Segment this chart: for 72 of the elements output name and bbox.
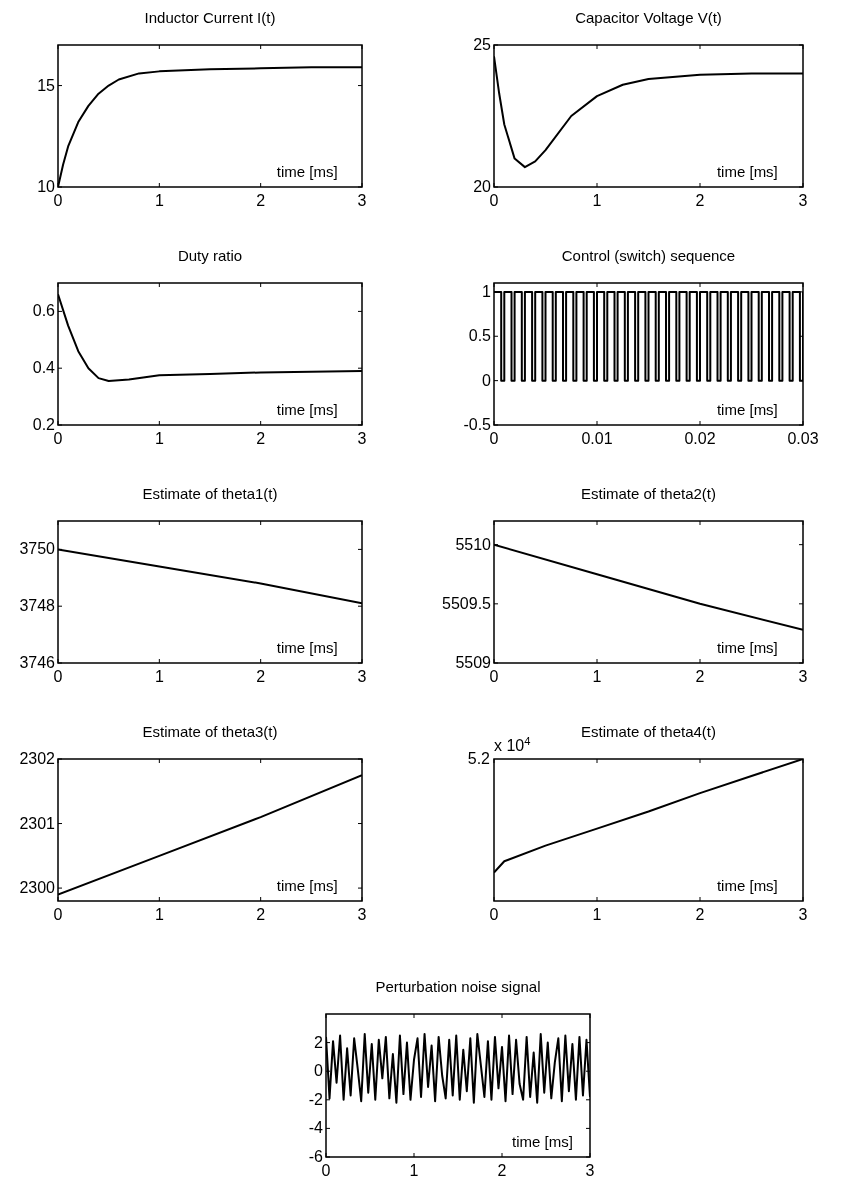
x-tick-label: 0.02 [684, 430, 716, 447]
x-tick-label: 1 [154, 430, 164, 447]
y-tick-label: -0.5 [463, 416, 492, 433]
y-tick-label: 0 [482, 371, 492, 389]
chart-title: Estimate of theta4(t) [580, 723, 717, 740]
x-tick-label: 2 [695, 192, 705, 209]
y-tick-label: 0.2 [32, 416, 56, 433]
chart-title: Duty ratio [177, 247, 243, 264]
y-tick-label: 3750 [19, 540, 56, 558]
y-tick-label: 1 [482, 282, 492, 300]
x-tick-label: 0.01 [581, 430, 613, 447]
x-tick-label: 2 [695, 668, 705, 685]
y-tick-label: -2 [308, 1090, 324, 1108]
text: 5.2 [467, 750, 491, 767]
x-axis-title: time [ms] [716, 877, 778, 894]
y-tick-label: 2302 [19, 750, 56, 767]
x-axis-title: time [ms] [716, 401, 778, 418]
y-tick-label: 0.6 [32, 302, 56, 320]
y-tick-label: 0.4 [32, 359, 56, 377]
y-tick-label: 3746 [19, 654, 56, 671]
chart-title: Capacitor Voltage V(t) [575, 9, 722, 26]
y-tick-label: -4 [308, 1119, 324, 1137]
x-tick-label: 1 [409, 1162, 419, 1179]
x-axis-title: time [ms] [276, 401, 338, 418]
y-tick-label: 0 [314, 1062, 324, 1080]
x-tick-label: 3 [357, 430, 367, 447]
x-tick-label: 3 [357, 668, 367, 685]
x-tick-label: 3 [798, 906, 808, 923]
y-tick-label: 5509 [455, 654, 492, 671]
x-tick-label: 2 [256, 906, 266, 923]
y-tick-label: 2 [314, 1033, 324, 1051]
x-tick-label: 2 [695, 906, 705, 923]
x-tick-label: 2 [256, 192, 266, 209]
chart-title: Estimate of theta3(t) [142, 723, 278, 740]
chart-title: Inductor Current I(t) [144, 9, 276, 26]
chart-title: Control (switch) sequence [561, 247, 736, 264]
y-tick-label: 3748 [19, 597, 56, 615]
x-tick-label: 3 [798, 192, 808, 209]
x-tick-label: 1 [154, 192, 164, 209]
x-axis-title: time [ms] [512, 1133, 573, 1150]
x-axis-title: time [ms] [716, 163, 778, 180]
y-tick-label: 20 [473, 178, 492, 195]
x-tick-label: 3 [357, 906, 367, 923]
y-tick-label: -6 [308, 1148, 324, 1165]
x-tick-label: 2 [256, 668, 266, 685]
x-tick-label: 2 [256, 430, 266, 447]
x-tick-label: 3 [585, 1162, 595, 1179]
y-tick-label: 25 [473, 36, 492, 53]
y-tick-label: 5510 [455, 535, 492, 553]
x-tick-label: 0.03 [787, 430, 819, 447]
y-tick-label: 2301 [19, 814, 56, 832]
y-tick-label: 15 [37, 76, 56, 94]
x-axis-title: time [ms] [276, 163, 338, 180]
x-tick-label: 3 [357, 192, 367, 209]
x-tick-label: 1 [592, 668, 602, 685]
y-tick-label: 5509.5 [442, 594, 492, 612]
chart-title: Perturbation noise signal [375, 978, 541, 995]
x-tick-label: 1 [154, 668, 164, 685]
y-tick-label: 10 [37, 178, 56, 195]
x-tick-label: 1 [592, 192, 602, 209]
y-tick-label: 0.5 [468, 327, 492, 345]
chart-title: Estimate of theta1(t) [142, 485, 278, 502]
x-tick-label: 1 [154, 906, 164, 923]
x-tick-label: 3 [798, 668, 808, 685]
y-tick-label: 2300 [19, 879, 56, 897]
x-axis-title: time [ms] [716, 639, 778, 656]
x-tick-label: 1 [592, 906, 602, 923]
x-axis-title: time [ms] [276, 639, 338, 656]
x-axis-title: time [ms] [276, 877, 338, 894]
text: x 10$^{4}$ [494, 735, 531, 754]
x-tick-label: 2 [497, 1162, 507, 1179]
chart-title: Estimate of theta2(t) [580, 485, 717, 502]
